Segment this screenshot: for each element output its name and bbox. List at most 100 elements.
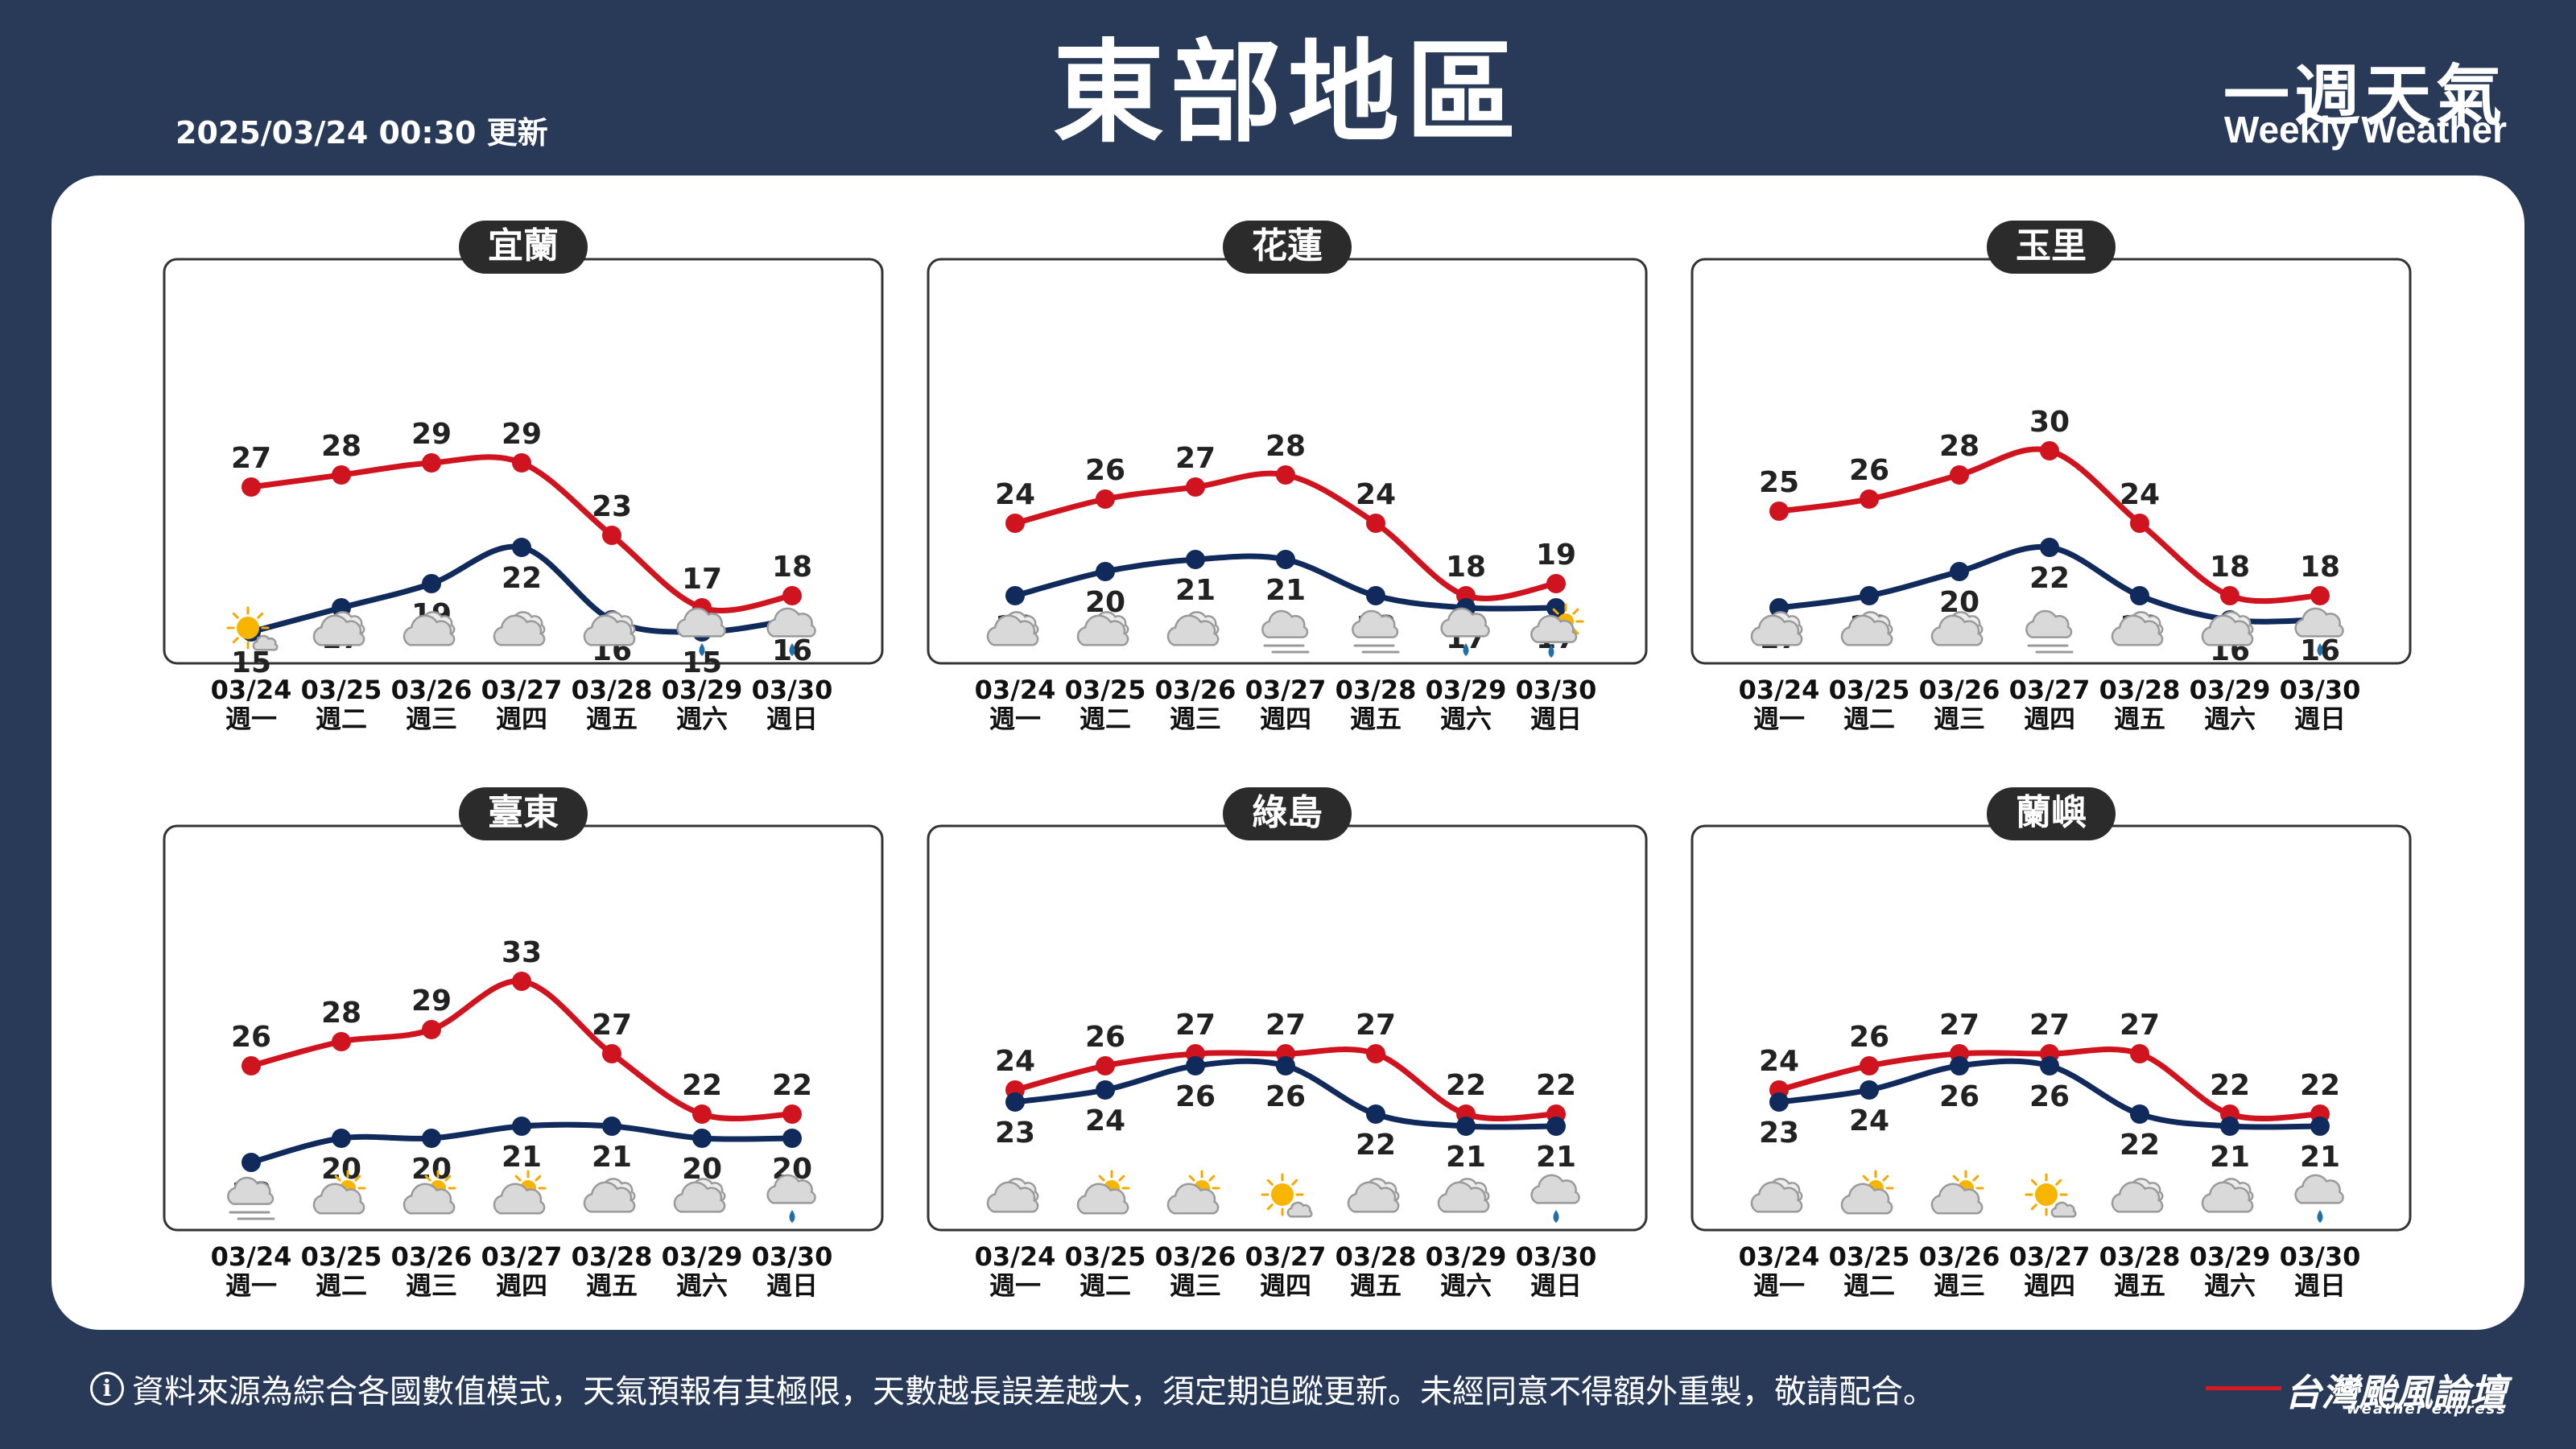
weekday-label: 週三 (406, 1270, 457, 1301)
footer-text: 資料來源為綜合各國數值模式，天氣預報有其極限，天數越長誤差越大，須定期追蹤更新。… (132, 1373, 1935, 1410)
brand-logo-subtext: weather express (2347, 1401, 2507, 1418)
high-temp-label: 24 (2120, 478, 2160, 511)
cloudy-icon (1437, 1178, 1490, 1213)
low-temp-point (1186, 550, 1205, 569)
weekday-label: 週三 (406, 704, 457, 734)
chart-panel: 花蓮242627282418191820212118171703/24週一03/… (927, 221, 1648, 734)
high-temp-label: 27 (2120, 1009, 2160, 1042)
high-temp-label: 27 (592, 1009, 632, 1042)
cloudy-icon (986, 1178, 1039, 1213)
weekday-label: 週二 (316, 704, 367, 734)
high-temp-label: 30 (2029, 406, 2070, 439)
low-temp-label: 21 (1446, 1141, 1486, 1174)
weekday-label: 週日 (2294, 1270, 2346, 1301)
low-temp-point (2310, 1117, 2330, 1136)
weekday-label: 週日 (1530, 704, 1582, 734)
high-temp-point (332, 1032, 351, 1051)
location-title: 蘭嶼 (2016, 792, 2087, 833)
weekday-label: 週六 (1440, 1270, 1492, 1301)
high-temp-point (782, 586, 802, 605)
fog-icon (1352, 609, 1400, 654)
high-temp-point (512, 453, 531, 473)
low-temp-point (512, 1117, 531, 1136)
weekday-label: 週四 (2024, 704, 2075, 734)
date-label: 03/28 (572, 1241, 653, 1272)
date-label: 03/27 (481, 675, 563, 705)
low-temp-point (692, 1129, 712, 1148)
weekday-label: 週三 (1170, 704, 1221, 734)
high-temp-point (602, 1044, 621, 1063)
date-label: 03/24 (1739, 675, 1820, 705)
rain-icon (766, 1174, 816, 1223)
weekday-label: 週一 (989, 1270, 1041, 1301)
cloudy-icon (1840, 611, 1893, 646)
high-temp-point (1276, 465, 1295, 485)
high-temp-label: 24 (1759, 1045, 1799, 1078)
location-title: 玉里 (2016, 225, 2087, 266)
weekday-label: 週五 (2114, 1270, 2165, 1301)
high-temp-label: 22 (772, 1069, 812, 1102)
low-temp-point (1546, 1117, 1566, 1136)
location-pill (1987, 221, 2116, 274)
high-temp-point (1186, 477, 1205, 497)
sunny-cloud-icon (226, 606, 279, 651)
high-temp-label: 18 (2210, 551, 2250, 584)
low-temp-label: 21 (502, 1141, 542, 1174)
weekday-label: 週一 (225, 704, 277, 734)
cloudy-icon (2201, 611, 2254, 646)
low-temp-label: 21 (2210, 1141, 2250, 1174)
high-temp-point (242, 1056, 261, 1075)
low-temp-label: 21 (592, 1141, 632, 1174)
date-label: 03/28 (2099, 675, 2181, 705)
high-temp-label: 27 (1265, 1009, 1306, 1042)
date-label: 03/24 (211, 675, 292, 705)
high-temp-label: 27 (231, 442, 271, 475)
low-temp-point (602, 1117, 621, 1136)
cloudy-icon (1166, 611, 1220, 646)
location-pill (1223, 221, 1352, 274)
high-temp-point (602, 526, 621, 545)
date-label: 03/28 (1335, 1241, 1417, 1272)
high-temp-label: 22 (2300, 1069, 2340, 1102)
date-label: 03/24 (975, 675, 1056, 705)
date-label: 03/30 (1516, 675, 1597, 705)
partly-sunny-icon (1166, 1170, 1220, 1215)
date-label: 03/25 (1829, 675, 1910, 705)
date-label: 03/30 (752, 1241, 833, 1272)
high-temp-label: 28 (321, 997, 361, 1030)
high-temp-point (2130, 1044, 2149, 1063)
high-temp-point (782, 1104, 802, 1124)
weekday-label: 週三 (1934, 1270, 1985, 1301)
date-label: 03/24 (975, 1241, 1056, 1272)
low-temp-label: 22 (502, 562, 542, 595)
high-temp-label: 19 (1536, 539, 1576, 572)
high-temp-label: 24 (995, 478, 1035, 511)
date-label: 03/28 (2099, 1241, 2181, 1272)
weekday-label: 週六 (1440, 704, 1492, 734)
low-temp-point (1186, 1056, 1205, 1075)
rain-icon (1530, 1174, 1580, 1223)
weekday-label: 週二 (316, 1270, 367, 1301)
weekday-label: 週二 (1843, 704, 1895, 734)
low-temp-point (512, 538, 531, 557)
date-label: 03/28 (572, 675, 653, 705)
cloudy-icon (493, 611, 546, 646)
low-temp-point (1005, 1092, 1025, 1112)
weekday-label: 週五 (1350, 1270, 1402, 1301)
low-temp-point (1950, 562, 1969, 581)
low-temp-point (1860, 586, 1879, 605)
date-label: 03/26 (391, 675, 473, 705)
high-temp-label: 27 (1939, 1009, 1979, 1042)
high-temp-label: 28 (1265, 430, 1306, 463)
partly-sunny-icon (312, 1170, 366, 1215)
low-temp-label: 26 (1265, 1080, 1306, 1113)
high-temp-point (1769, 502, 1789, 521)
high-temp-point (422, 453, 441, 473)
rain-icon (676, 607, 726, 656)
date-label: 03/30 (2280, 675, 2361, 705)
low-temp-point (1276, 1056, 1295, 1075)
low-temp-label: 21 (1536, 1141, 1576, 1174)
low-temp-label: 22 (2120, 1129, 2160, 1162)
date-label: 03/27 (2009, 1241, 2091, 1272)
